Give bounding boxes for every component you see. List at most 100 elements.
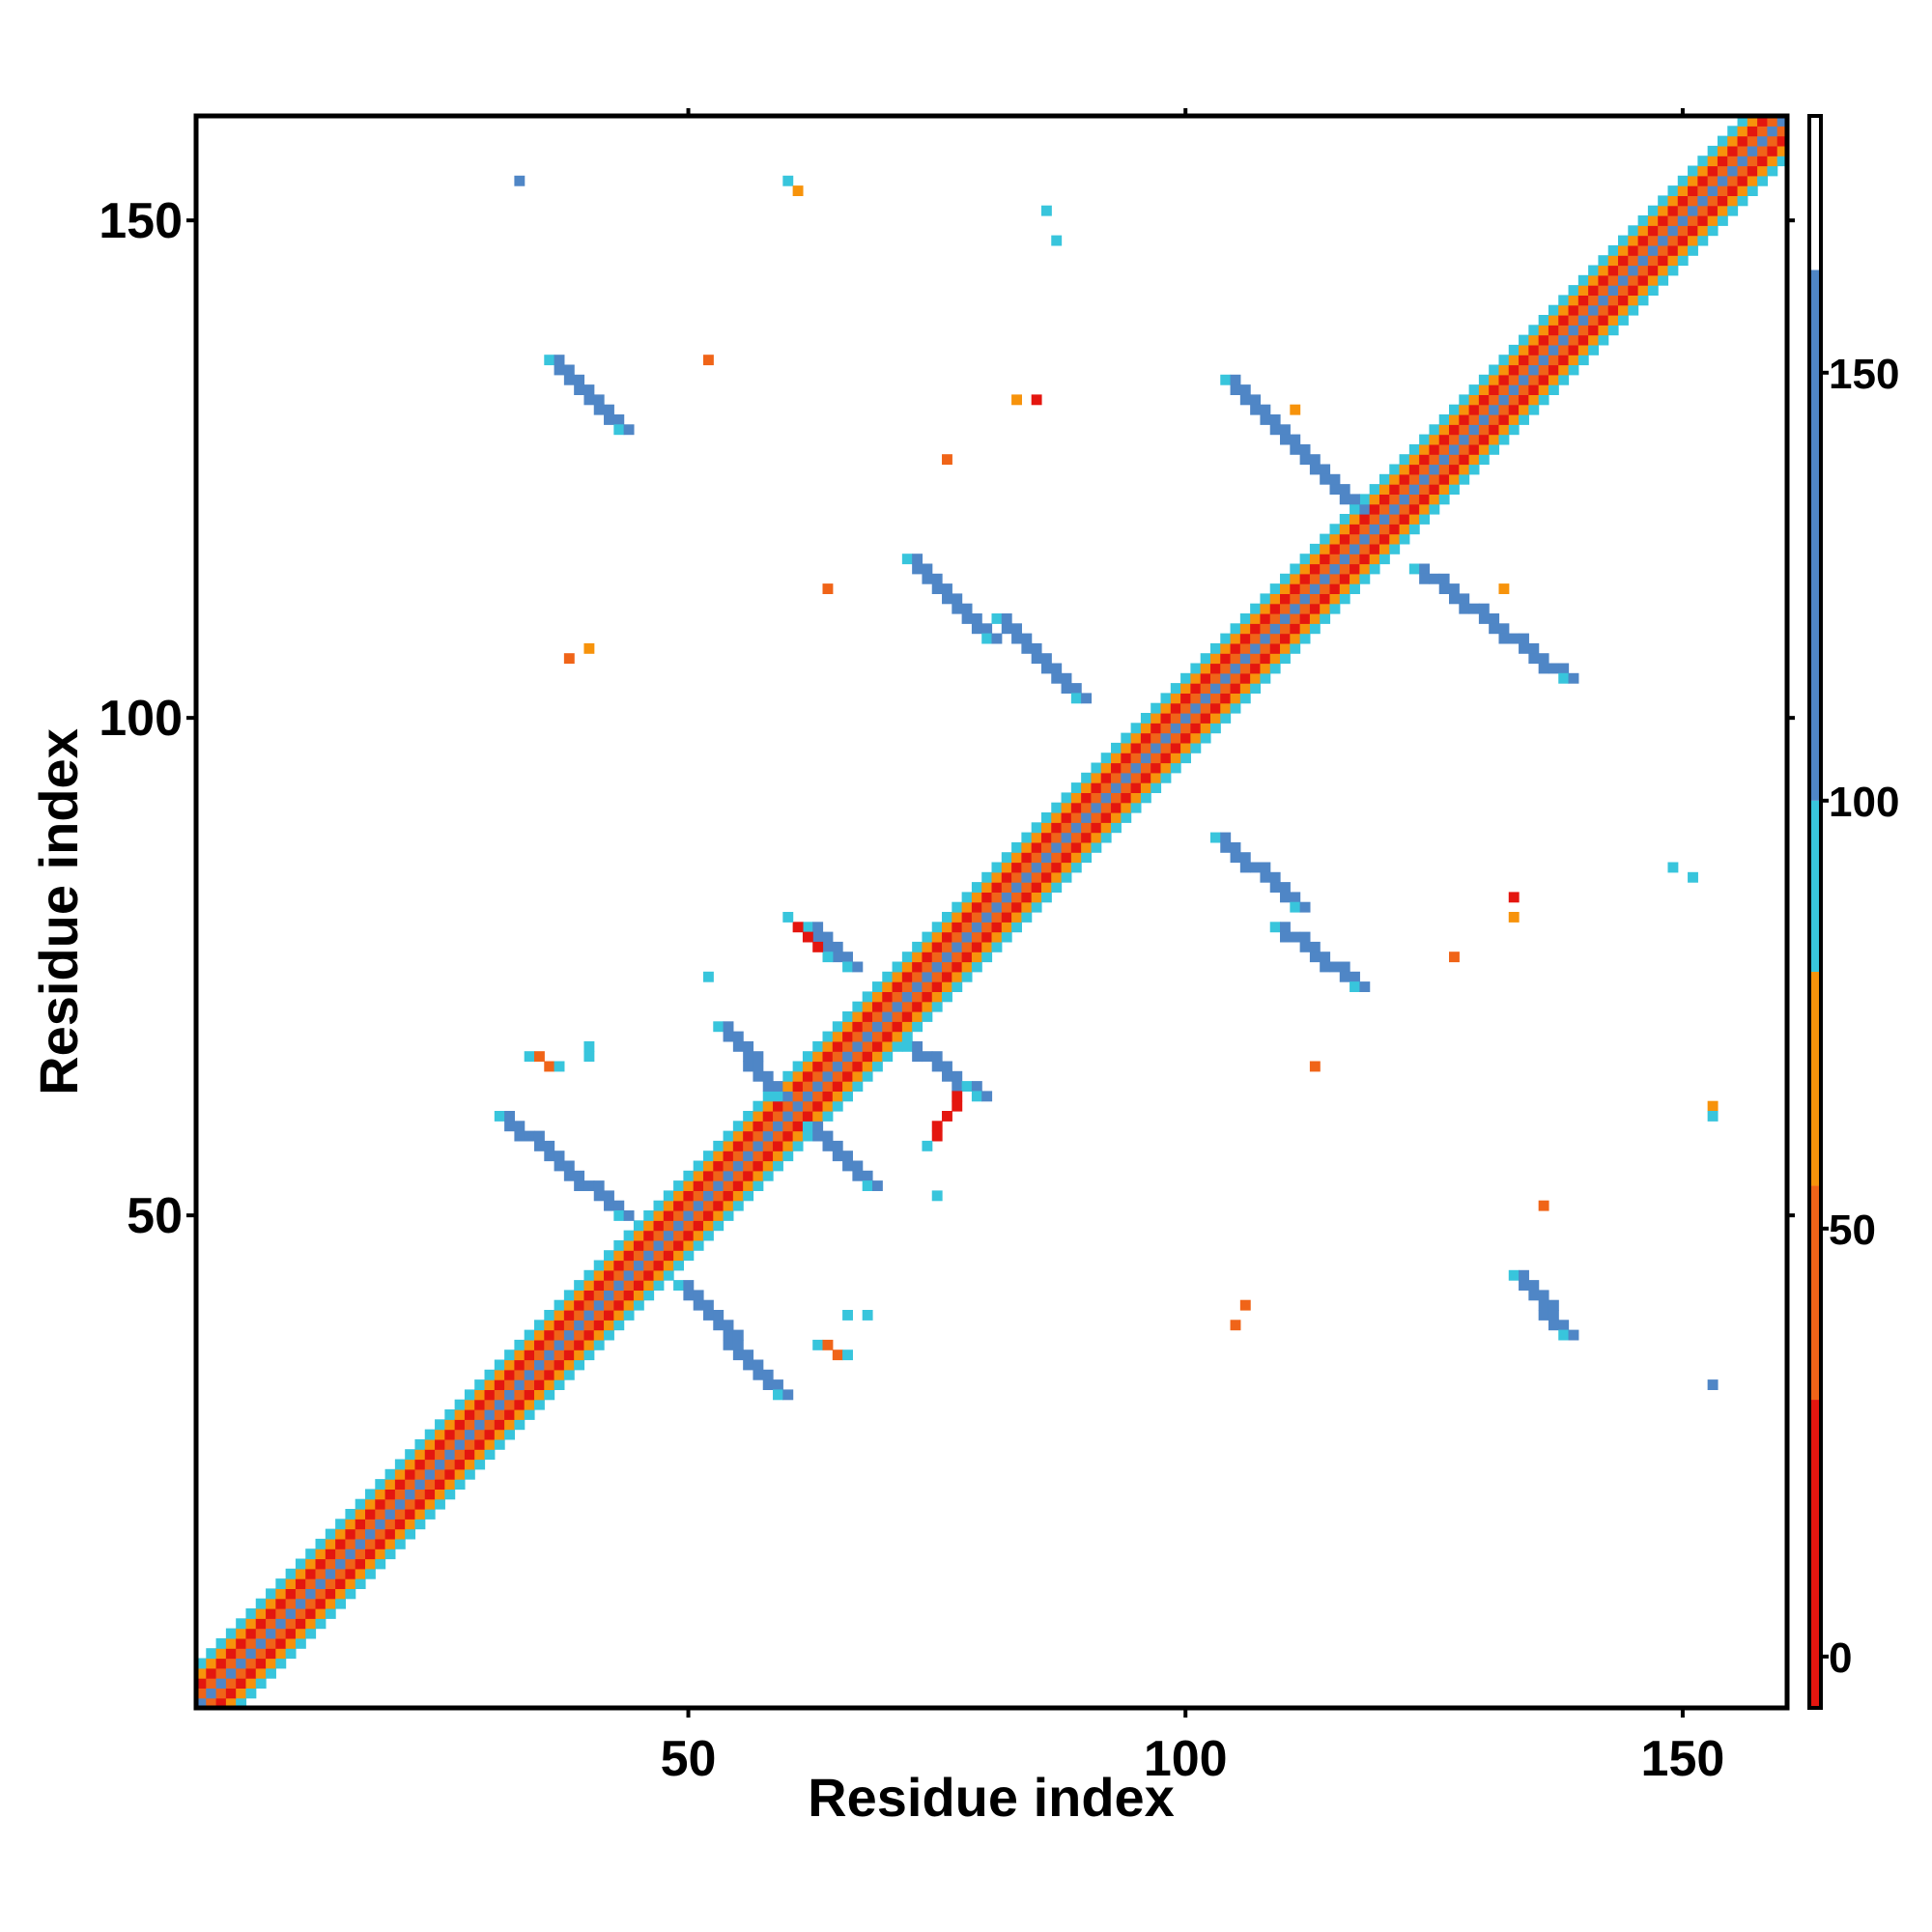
heatmap-cell [832, 1070, 843, 1082]
heatmap-cell [206, 1667, 217, 1679]
colorbar-band [1809, 1400, 1821, 1708]
heatmap-cell [593, 1320, 605, 1331]
heatmap-cell [991, 931, 1003, 943]
heatmap-cell [1021, 901, 1033, 913]
heatmap-cell [1478, 394, 1490, 406]
heatmap-cell [1230, 623, 1241, 635]
heatmap-cell [285, 1588, 297, 1600]
heatmap-cell [1449, 424, 1460, 436]
heatmap-cell [1040, 892, 1052, 903]
heatmap-cell [1070, 802, 1082, 813]
heatmap-cell [1747, 135, 1758, 147]
heatmap-cell [702, 1230, 714, 1241]
heatmap-cell [991, 862, 1003, 873]
heatmap-cell [1250, 394, 1262, 406]
heatmap-cell [1459, 603, 1470, 614]
heatmap-cell [295, 1628, 306, 1639]
heatmap-cell [1378, 524, 1390, 535]
heatmap-cell [1260, 633, 1271, 644]
heatmap-cell [1429, 484, 1440, 495]
heatmap-cell [196, 1658, 207, 1669]
heatmap-cell [931, 1001, 943, 1012]
heatmap-cell [1091, 802, 1102, 813]
heatmap-cell [1320, 583, 1331, 594]
heatmap-cell [1021, 882, 1033, 893]
heatmap-cell [1151, 772, 1162, 783]
heatmap-cell [1220, 642, 1232, 654]
heatmap-cell [1329, 524, 1341, 535]
heatmap-cell [275, 1637, 287, 1649]
heatmap-cell [305, 1558, 317, 1570]
heatmap-cell [862, 1031, 873, 1042]
heatmap-cell [1389, 533, 1401, 545]
heatmap-cell [315, 1618, 327, 1630]
heatmap-cell [822, 952, 834, 963]
heatmap-cell [812, 1091, 824, 1102]
heatmap-cell [812, 1130, 824, 1142]
heatmap-cell [683, 1190, 695, 1202]
heatmap-cell [1250, 862, 1262, 873]
heatmap-cell [762, 1151, 774, 1162]
heatmap-cell [732, 1140, 744, 1151]
heatmap-cell [524, 1329, 535, 1341]
heatmap-cell [1429, 494, 1440, 505]
heatmap-cell [952, 931, 963, 943]
heatmap-cell [713, 1021, 724, 1033]
heatmap-cell [355, 1528, 366, 1540]
heatmap-cell [474, 1459, 486, 1470]
heatmap-cell [1588, 274, 1600, 286]
heatmap-cell [623, 424, 635, 436]
heatmap-cell [1747, 185, 1758, 196]
heatmap-cell [355, 1538, 366, 1549]
heatmap-cell [554, 1299, 565, 1311]
heatmap-cell [1299, 613, 1311, 624]
heatmap-cell [1001, 922, 1012, 933]
heatmap-cell [524, 1409, 535, 1420]
heatmap-cell [782, 1140, 794, 1151]
heatmap-cell [1260, 672, 1271, 684]
heatmap-cell [1111, 753, 1122, 764]
heatmap-cell [1239, 642, 1251, 654]
heatmap-cell [702, 1160, 714, 1172]
heatmap-cell [285, 1628, 297, 1639]
heatmap-cell [345, 1578, 356, 1589]
heatmap-cell [1239, 623, 1251, 635]
heatmap-cell [494, 1438, 505, 1450]
heatmap-cell [583, 1290, 595, 1301]
heatmap-cell [1299, 603, 1311, 614]
heatmap-cell [1121, 753, 1132, 764]
heatmap-cell [1001, 931, 1012, 943]
heatmap-cell [1269, 603, 1281, 614]
heatmap-cell [1399, 503, 1410, 515]
heatmap-cell [1209, 713, 1221, 724]
heatmap-cell [1508, 1269, 1520, 1281]
heatmap-cell [1011, 892, 1022, 903]
heatmap-cell [335, 1548, 346, 1560]
heatmap-cell [1577, 315, 1589, 326]
heatmap-cell [1697, 195, 1709, 207]
heatmap-cell [882, 1011, 894, 1022]
heatmap-cell [1040, 205, 1052, 216]
heatmap-cell [782, 1070, 794, 1082]
heatmap-cell [1350, 543, 1360, 554]
heatmap-cell [623, 1310, 635, 1321]
heatmap-cell [1180, 753, 1191, 764]
heatmap-cell [1260, 613, 1271, 624]
heatmap-cell [295, 1568, 306, 1579]
heatmap-cell [245, 1618, 257, 1630]
heatmap-cell [1577, 304, 1589, 316]
heatmap-cell [862, 1170, 873, 1181]
heatmap-cell [1449, 404, 1460, 415]
heatmap-cell [494, 1111, 505, 1122]
heatmap-cell [1558, 672, 1570, 684]
heatmap-cell [971, 882, 982, 893]
heatmap-cell [1040, 812, 1052, 823]
heatmap-cell [1408, 514, 1420, 525]
heatmap-cell [961, 952, 973, 963]
heatmap-cell [1209, 723, 1221, 734]
heatmap-cell [1070, 792, 1082, 804]
heatmap-cell [1519, 1280, 1529, 1291]
heatmap-cell [1757, 165, 1769, 177]
heatmap-cell [335, 1558, 346, 1570]
heatmap-cell [1220, 693, 1232, 704]
